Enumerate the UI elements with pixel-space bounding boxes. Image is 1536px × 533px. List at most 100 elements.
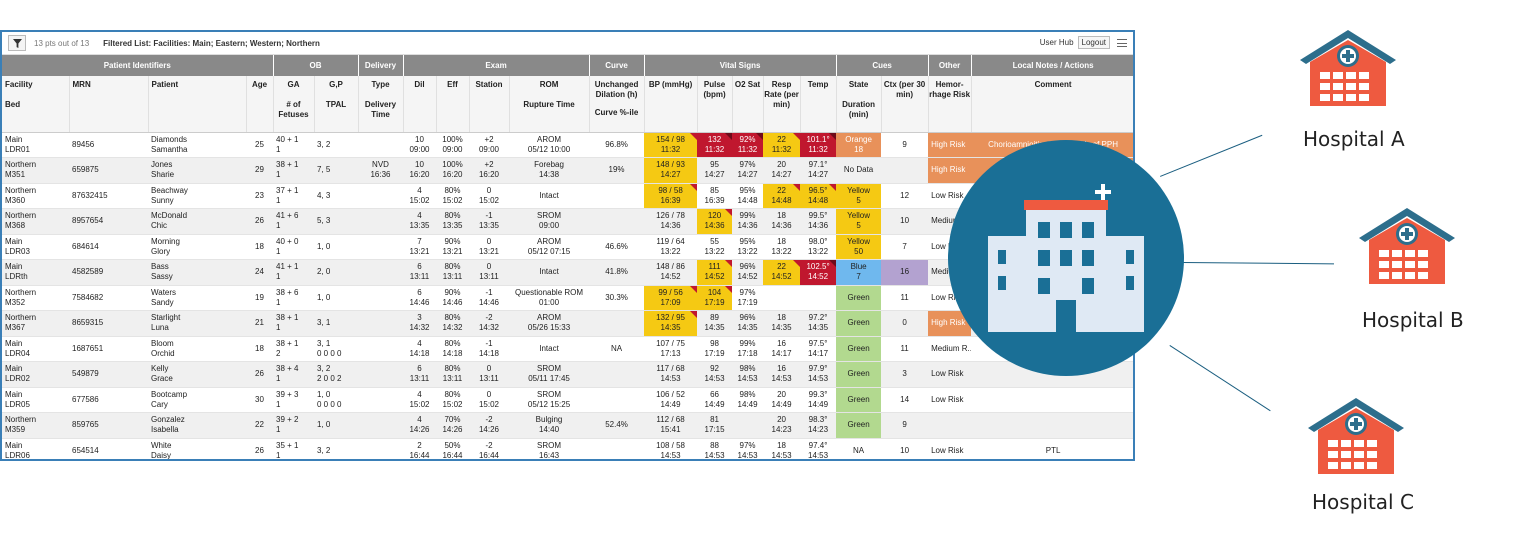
- col-ctx[interactable]: Ctx (per 30 min): [881, 76, 929, 133]
- cell-rr: 22 14:48: [763, 183, 801, 209]
- col-station[interactable]: Station: [469, 76, 510, 133]
- col-comment[interactable]: Comment: [971, 76, 1133, 133]
- cell-rom: Intact: [509, 183, 590, 209]
- cell-st-text: No Data: [843, 165, 874, 175]
- cell-st-text: Green: [847, 343, 870, 353]
- table-row[interactable]: Northern M351 659875 Jones Sharie 29 38 + 1 1 7,…: [2, 157, 1133, 184]
- col-patient[interactable]: Patient: [148, 76, 247, 133]
- cell-age: 29: [246, 157, 273, 184]
- cell-type: [358, 412, 403, 439]
- cell-stat-text: 14:46: [478, 297, 500, 307]
- cell-efft-text: 13:11: [442, 374, 463, 384]
- cell-rrt-text: 14:35: [771, 323, 792, 333]
- col-o2[interactable]: O2 Sat: [732, 76, 764, 133]
- cell-cm: [971, 387, 1133, 413]
- cell-dil: 6 13:11: [403, 361, 436, 388]
- cell-o2: 97% 14:27: [732, 157, 764, 184]
- cell-age-text: 30: [255, 394, 264, 404]
- col-curve[interactable]: Unchanged Dilation (h) Curve %-ile: [589, 76, 645, 133]
- cell-unch-text: 46.6%: [605, 241, 628, 251]
- group-vital-signs: Vital Signs: [644, 55, 837, 76]
- cell-fet-text: 1: [276, 170, 281, 180]
- filter-button[interactable]: [8, 35, 26, 51]
- cell-bp: 106 / 52 14:49: [644, 387, 698, 413]
- cell-rom-text: Bulging: [535, 415, 563, 425]
- logout-button[interactable]: Logout: [1077, 36, 1110, 49]
- cell-hr: High Risk: [928, 157, 972, 184]
- cell-dil-text: 3: [417, 313, 422, 323]
- cell-dilt-text: 14:18: [409, 348, 430, 358]
- col-ga[interactable]: GA # of Fetuses: [273, 76, 315, 133]
- cell-fac: Northern M368: [2, 208, 69, 235]
- cell-p1: Bass Sassy: [148, 259, 246, 286]
- cell-type: [358, 183, 403, 209]
- cell-fac: Northern M352: [2, 285, 69, 311]
- cell-pul: 120 14:36: [697, 208, 733, 235]
- col-bp[interactable]: BP (mmHg): [644, 76, 698, 133]
- col-temp[interactable]: Temp: [800, 76, 837, 133]
- table-row[interactable]: Northern M359 859765 Gonzalez Isabella 22 39 +…: [2, 412, 1133, 439]
- cell-dilt-text: 09:00: [409, 144, 430, 154]
- cell-bp-text: 132 / 95: [656, 313, 685, 323]
- cell-pult-text: 14:53: [704, 374, 725, 384]
- cell-mrn-text: 1687651: [72, 343, 104, 353]
- cell-hr-text: High Risk: [931, 318, 966, 328]
- cell-dil: 6 13:11: [403, 259, 436, 286]
- cell-bp-text: 126 / 78: [656, 211, 685, 221]
- cell-gp-text: 3, 1: [317, 338, 331, 348]
- cell-p2-text: Sharie: [151, 170, 175, 180]
- cell-mrn-text: 659875: [72, 165, 99, 175]
- cell-p1: Morning Glory: [148, 234, 246, 260]
- cell-ctx: 10: [881, 208, 929, 235]
- col-gp[interactable]: G,P TPAL: [314, 76, 359, 133]
- cell-dil: 4 15:02: [403, 183, 436, 209]
- cell-bed-text: LDR05: [5, 399, 30, 409]
- col-state[interactable]: State Duration (min): [836, 76, 882, 133]
- table-row[interactable]: Main LDR03 684614 Morning Glory 18 40 + 0 1 1, 0…: [2, 234, 1133, 260]
- cell-eff-text: 100%: [442, 160, 463, 170]
- cell-o2t-text: 14:35: [737, 323, 758, 333]
- col-resp[interactable]: Resp Rate (per min): [763, 76, 801, 133]
- cell-sta: 0 15:02: [469, 387, 509, 413]
- col-pulse[interactable]: Pulse (bpm): [697, 76, 733, 133]
- cell-ga-text: 37 + 1: [276, 185, 299, 195]
- cell-mrn: 654514: [69, 438, 148, 459]
- col-eff[interactable]: Eff: [436, 76, 470, 133]
- cell-tpal-text: 0 0 0 0: [317, 399, 342, 409]
- cell-o2-text: 98%: [739, 364, 756, 374]
- cell-rom-text: Questionable ROM: [515, 287, 584, 297]
- table-row[interactable]: Main LDR05 677586 Bootcamp Cary 30 39 + 3 1 1, 0…: [2, 387, 1133, 413]
- col-age[interactable]: Age: [246, 76, 274, 133]
- cell-dilt-text: 13:11: [409, 374, 430, 384]
- cell-sta-text: -2: [485, 313, 493, 323]
- cell-rom: SROM 05/11 17:45: [509, 361, 590, 388]
- cell-o2-text: 97%: [739, 287, 756, 297]
- cell-fac: Main LDR02: [2, 361, 69, 388]
- menu-icon[interactable]: [1117, 38, 1127, 47]
- table-row[interactable]: Northern M367 8659315 Starlight Luna 21 38 + 1…: [2, 310, 1133, 337]
- cell-rom: Bulging 14:40: [509, 412, 590, 439]
- col-dil[interactable]: Dil: [403, 76, 437, 133]
- cell-fet-text: 1: [276, 195, 281, 205]
- cell-bp: 148 / 93 14:27: [644, 157, 698, 184]
- user-hub-link[interactable]: User Hub: [1039, 38, 1074, 47]
- col-facility[interactable]: Facility Bed: [2, 76, 70, 133]
- cell-fet-text: 1: [276, 374, 281, 384]
- col-delivery-type[interactable]: Type Delivery Time: [358, 76, 404, 133]
- cell-o2t-text: 14:36: [737, 221, 758, 231]
- cell-rr: 22 14:52: [763, 259, 801, 286]
- col-mrn[interactable]: MRN: [69, 76, 149, 133]
- cell-p2-text: Cary: [151, 399, 168, 409]
- cell-gp-text: 5, 3: [317, 216, 331, 226]
- table-row[interactable]: Main LDR04 1687651 Bloom Orchid 18 38 + 1 2 3, 1…: [2, 336, 1133, 362]
- col-rom[interactable]: ROM Rupture Time: [509, 76, 590, 133]
- cell-pult-text: 16:39: [704, 195, 725, 205]
- col-hemorrhage[interactable]: Hemor- rhage Risk: [928, 76, 972, 133]
- cell-ga-text: 38 + 1: [276, 338, 299, 348]
